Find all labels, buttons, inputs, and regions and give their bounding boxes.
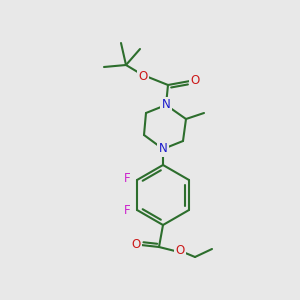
Text: N: N: [159, 142, 167, 155]
Text: F: F: [124, 203, 130, 217]
Text: O: O: [131, 238, 141, 251]
Text: F: F: [124, 172, 130, 185]
Text: O: O: [138, 70, 148, 83]
Text: O: O: [190, 74, 200, 86]
Text: N: N: [162, 98, 170, 112]
Text: O: O: [176, 244, 184, 256]
